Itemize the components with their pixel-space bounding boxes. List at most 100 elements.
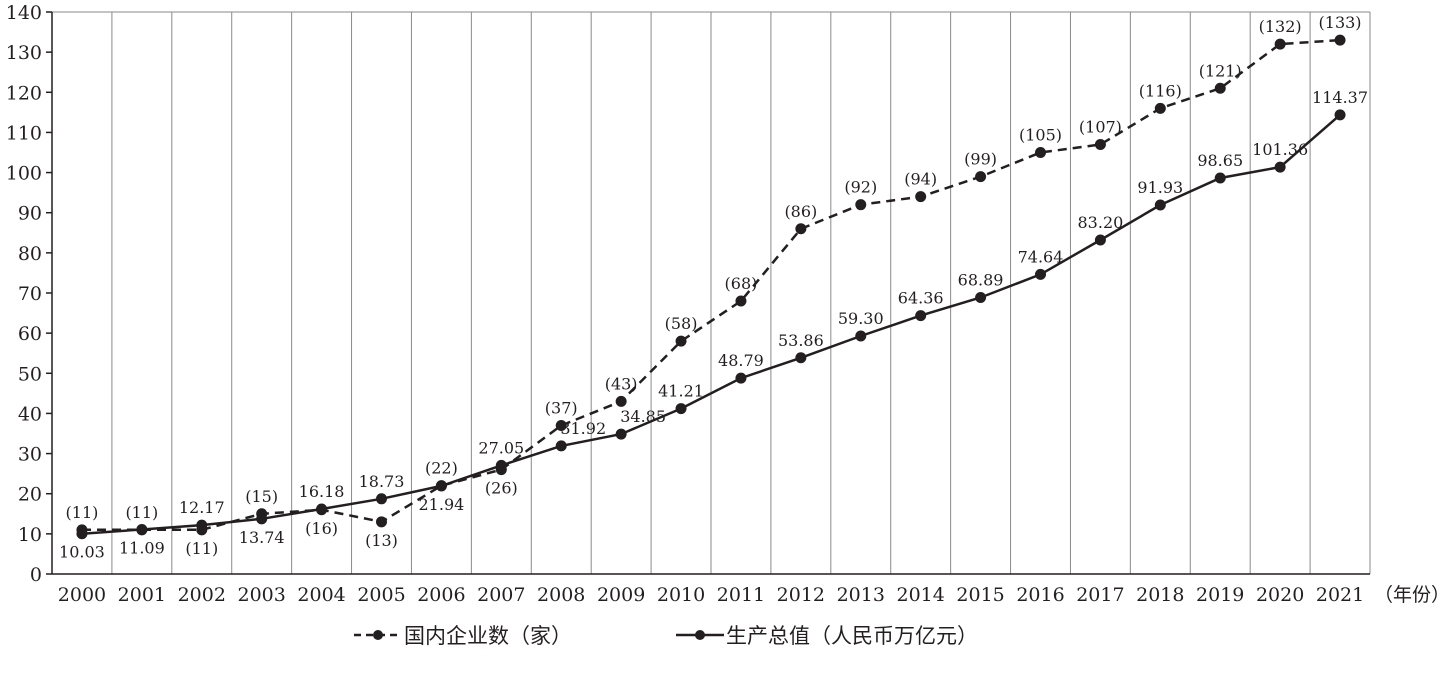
y-tick-label: 80 — [18, 243, 42, 265]
data-point-enterprises — [555, 419, 567, 431]
data-label-enterprises: (37) — [545, 398, 578, 417]
data-label-output: 101.36 — [1252, 140, 1308, 159]
tick-labels: 0 10 20 30 40 50 60 70 80 90 100 110 120 130 140 2000 20… — [6, 2, 1450, 606]
x-tick-label: 2003 — [238, 584, 286, 606]
legend: 国内企业数（家） 生产总值（人民币万亿元） — [0, 620, 1450, 650]
data-label-output: 12.17 — [179, 498, 225, 517]
data-label-enterprises: (11) — [66, 503, 99, 522]
data-label-enterprises: (116) — [1139, 81, 1182, 100]
data-label-output: 48.79 — [718, 351, 764, 370]
x-tick-label: 2004 — [297, 584, 345, 606]
data-point-output — [316, 503, 328, 515]
data-point-enterprises — [675, 335, 687, 347]
x-tick-label: 2002 — [178, 584, 226, 606]
data-point-output — [76, 528, 88, 540]
y-tick-label: 100 — [6, 163, 42, 185]
data-point-enterprises — [1214, 82, 1226, 94]
data-label-enterprises: (94) — [904, 170, 937, 189]
data-label-enterprises: (99) — [964, 150, 997, 169]
data-label-enterprises: (133) — [1319, 13, 1362, 32]
data-label-enterprises: (26) — [485, 479, 518, 498]
series-line-enterprises — [82, 38, 1341, 532]
data-point-output — [256, 513, 268, 525]
data-point-output — [1154, 199, 1166, 211]
data-point-output — [735, 372, 747, 384]
data-label-enterprises: (43) — [605, 374, 638, 393]
data-label-enterprises: (13) — [365, 531, 398, 550]
y-tick-label: 0 — [30, 564, 42, 586]
x-tick-label: 2018 — [1136, 584, 1184, 606]
y-tick-label: 10 — [18, 524, 42, 546]
data-point-output — [975, 291, 987, 303]
x-tick-label: 2016 — [1016, 584, 1064, 606]
data-point-output — [795, 352, 807, 364]
data-point-enterprises — [975, 171, 987, 183]
data-point-output — [495, 459, 507, 471]
legend-dashed-line-icon — [354, 630, 402, 640]
data-label-output: 83.20 — [1078, 213, 1124, 232]
y-tick-label: 90 — [18, 203, 42, 225]
data-point-enterprises — [1334, 34, 1346, 46]
data-label-enterprises: (11) — [185, 539, 218, 558]
data-point-output — [855, 330, 867, 342]
data-label-enterprises: (107) — [1079, 117, 1122, 136]
data-label-output: 64.36 — [898, 289, 944, 308]
legend-label-output: 生产总值（人民币万亿元） — [726, 624, 978, 648]
y-tick-label: 40 — [18, 403, 42, 425]
data-point-enterprises — [1154, 102, 1166, 114]
data-point-output — [615, 428, 627, 440]
data-label-output: 91.93 — [1137, 178, 1183, 197]
data-label-output: 41.21 — [658, 382, 704, 401]
data-point-output — [196, 519, 208, 531]
data-label-output: 74.64 — [1018, 247, 1064, 266]
y-tick-label: 120 — [6, 82, 42, 104]
data-point-output — [1035, 268, 1046, 280]
x-tick-label: 2009 — [597, 584, 645, 606]
data-label-enterprises: (121) — [1199, 61, 1242, 80]
data-point-enterprises — [615, 395, 627, 407]
legend-solid-line-icon — [676, 630, 724, 640]
y-tick-label: 140 — [6, 2, 42, 24]
data-point-enterprises — [915, 191, 927, 203]
data-point-output — [1274, 161, 1286, 173]
y-tick-label: 110 — [6, 122, 42, 144]
data-label-output: 68.89 — [958, 270, 1004, 289]
data-point-output — [1334, 109, 1346, 121]
legend-label-enterprises: 国内企业数（家） — [404, 624, 572, 648]
data-label-enterprises: (11) — [125, 503, 158, 522]
data-point-output — [915, 310, 927, 322]
legend-item-output: 生产总值（人民币万亿元） — [674, 620, 978, 650]
x-tick-label: 2012 — [777, 584, 825, 606]
x-axis-unit-label: （年份） — [1374, 584, 1450, 606]
x-tick-label: 2011 — [717, 584, 765, 606]
x-tick-label: 2019 — [1196, 584, 1244, 606]
data-label-enterprises: (16) — [305, 519, 338, 538]
x-tick-label: 2014 — [897, 584, 945, 606]
x-tick-label: 2008 — [537, 584, 585, 606]
data-point-output — [435, 480, 447, 492]
axes — [46, 11, 1370, 575]
data-point-enterprises — [795, 223, 807, 235]
data-label-enterprises: (15) — [245, 487, 278, 506]
y-tick-label: 70 — [18, 283, 42, 305]
data-label-enterprises: (22) — [425, 459, 458, 478]
data-point-output — [1214, 172, 1226, 184]
data-label-output: 98.65 — [1197, 151, 1243, 170]
data-point-enterprises — [1035, 147, 1046, 158]
data-label-enterprises: (86) — [784, 202, 817, 221]
data-point-enterprises — [376, 516, 387, 528]
x-tick-label: 2021 — [1316, 584, 1364, 606]
data-label-enterprises: (92) — [844, 178, 877, 197]
data-label-enterprises: (68) — [725, 274, 758, 293]
y-tick-label: 60 — [18, 323, 42, 345]
data-point-output — [675, 403, 687, 415]
data-label-output: 59.30 — [838, 309, 884, 328]
data-point-output — [136, 523, 148, 535]
data-label-output: 27.05 — [478, 438, 524, 457]
y-tick-label: 20 — [18, 484, 42, 506]
x-tick-label: 2001 — [118, 584, 166, 606]
x-tick-label: 2013 — [837, 584, 885, 606]
data-label-output: 53.86 — [778, 331, 824, 350]
x-tick-label: 2006 — [417, 584, 465, 606]
x-tick-label: 2015 — [956, 584, 1004, 606]
